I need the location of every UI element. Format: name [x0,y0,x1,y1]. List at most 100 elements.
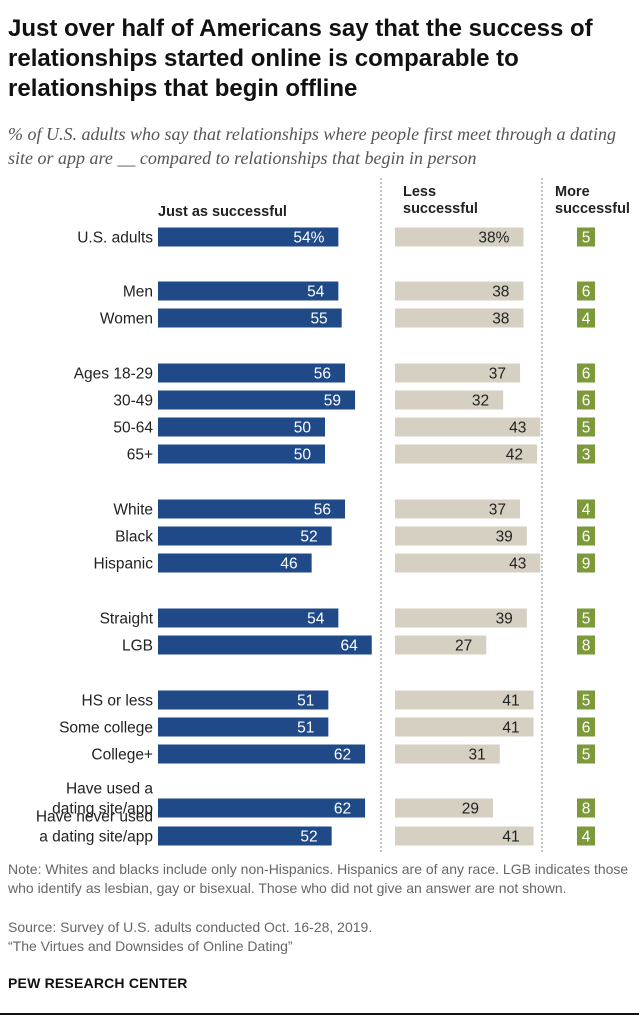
row-label: 65+ [127,447,153,464]
bar-less-successful [395,444,537,464]
bar-less-successful [395,227,524,247]
data-label-less: 37 [489,366,506,383]
data-label-less: 43 [509,556,526,573]
row-label: 30-49 [113,393,153,410]
bar-more-successful [577,744,595,764]
data-label-just: 62 [334,801,351,818]
bar-just-as-successful [158,553,312,573]
bar-more-successful [577,499,595,519]
bar-less-successful [395,363,521,383]
report-title: “The Virtues and Downsides of Online Dat… [8,938,293,954]
data-label-just: 64 [341,638,359,655]
bar-more-successful [577,826,595,846]
data-label-more: 5 [582,420,591,437]
note-text: Note: Whites and blacks include only non… [8,861,629,896]
data-label-more: 8 [582,638,591,655]
data-label-just: 56 [314,502,331,519]
row-label: Hispanic [94,556,154,573]
bottom-rule [0,1013,639,1015]
column-header-just-as-successful: Just as successful [158,204,287,220]
bar-just-as-successful [158,826,332,846]
bar-just-as-successful [158,417,325,437]
row-label: College+ [91,747,153,764]
bar-more-successful [577,390,595,410]
data-label-more: 6 [582,284,591,301]
chart-title: Just over half of Americans say that the… [8,15,593,102]
bar-just-as-successful [158,363,346,383]
data-label-more: 5 [582,230,591,247]
bar-more-successful [577,717,595,737]
bar-just-as-successful [158,744,366,764]
data-label-just: 55 [310,311,327,328]
bar-just-as-successful [158,608,339,628]
data-label-more: 6 [582,529,591,546]
notes-block: Note: Whites and blacks include only non… [8,860,633,898]
data-label-less: 41 [502,693,519,710]
data-label-more: 9 [582,556,591,573]
data-label-just: 54 [307,611,325,628]
row-label: U.S. adults [77,230,153,247]
column-header-less-line2: successful [403,201,478,217]
row-label: HS or less [82,693,154,710]
data-label-just: 51 [297,720,314,737]
data-label-more: 6 [582,393,591,410]
row-label: dating site/app [52,801,153,818]
bar-just-as-successful [158,690,329,710]
data-label-just: 52 [300,829,317,846]
chart-subtitle: % of U.S. adults who say that relationsh… [8,124,616,168]
row-label: Have used a [66,781,153,798]
data-label-just: 56 [314,366,331,383]
data-label-just: 54 [307,284,325,301]
column-header-more-line2: successful [555,201,630,217]
row-label: Women [100,311,153,328]
bar-less-successful [395,798,494,818]
data-label-less: 32 [472,393,489,410]
source-text: Source: Survey of U.S. adults conducted … [8,919,373,935]
data-label-less: 29 [462,801,479,818]
bar-less-successful [395,281,524,301]
data-label-more: 6 [582,366,591,383]
bar-less-successful [395,390,504,410]
data-label-more: 5 [582,747,591,764]
row-label: Ages 18-29 [74,366,153,383]
data-label-just: 52 [300,529,317,546]
bar-less-successful [395,744,500,764]
data-label-less: 31 [469,747,486,764]
bar-less-successful [395,717,534,737]
bar-more-successful [577,798,595,818]
data-label-less: 38 [492,284,509,301]
bar-less-successful [395,690,534,710]
bar-more-successful [577,363,595,383]
data-label-less: 38% [478,230,509,247]
bar-more-successful [577,526,595,546]
bar-more-successful [577,308,595,328]
bar-just-as-successful [158,281,339,301]
column-header-more-line1: More [555,184,590,200]
data-label-just: 59 [324,393,341,410]
bar-just-as-successful [158,444,325,464]
data-label-just: 50 [294,447,312,464]
data-label-more: 5 [582,693,591,710]
row-label: Men [123,284,153,301]
bar-less-successful [395,499,521,519]
row-label: White [113,502,153,519]
data-label-more: 4 [582,311,591,328]
row-label: Black [115,529,153,546]
row-label: Straight [100,611,154,628]
bar-just-as-successful [158,717,329,737]
bar-just-as-successful [158,390,356,410]
row-label: LGB [122,638,153,655]
data-label-more: 8 [582,801,591,818]
data-label-less: 41 [502,720,519,737]
bar-less-successful [395,608,527,628]
column-header-less-line1: Less [403,184,437,200]
row-label: Some college [59,720,153,737]
bar-more-successful [577,281,595,301]
bar-less-successful [395,553,541,573]
row-label: 50-64 [113,420,153,437]
data-label-just: 54% [293,230,324,247]
bar-less-successful [395,308,524,328]
brand-logo-text: PEW RESEARCH CENTER [8,975,188,991]
bar-less-successful [395,826,534,846]
